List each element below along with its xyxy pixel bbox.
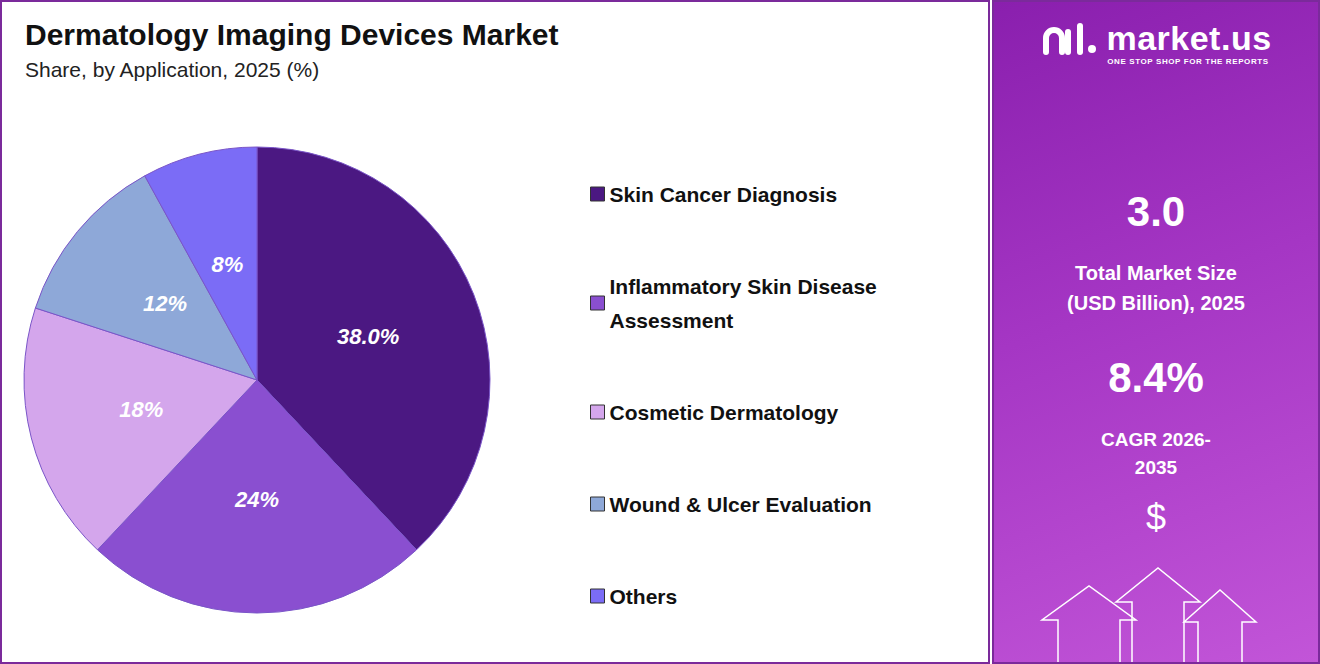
svg-text:12%: 12% xyxy=(143,291,187,316)
svg-text:8%: 8% xyxy=(211,252,243,277)
svg-text:38.0%: 38.0% xyxy=(337,324,399,349)
svg-text:Cosmetic Dermatology: Cosmetic Dermatology xyxy=(610,401,839,424)
html-text:3.0: 3.0 xyxy=(1126,188,1186,235)
svg-text:Inflammatory Skin Disease: Inflammatory Skin Disease xyxy=(610,275,883,298)
html-text:CAGR 2026-2035: CAGR 2026-2035 xyxy=(1101,429,1211,478)
svg-text:24%: 24% xyxy=(234,487,279,512)
svg-text:Share, by Application, 2025 (%: Share, by Application, 2025 (%) xyxy=(25,58,319,81)
svg-text:Skin Cancer Diagnosis: Skin Cancer Diagnosis xyxy=(610,183,838,206)
svg-text:Dermatology Imaging Devices Ma: Dermatology Imaging Devices Market xyxy=(25,18,559,51)
svg-text:Wound & Ulcer Evaluation: Wound & Ulcer Evaluation xyxy=(610,493,872,516)
svg-text:18%: 18% xyxy=(119,397,163,422)
html-text:market.us: market.us xyxy=(1106,19,1272,57)
html-text:Total Market Size (USD Billion: Total Market Size (USD Billion), 2025 xyxy=(1067,262,1245,314)
html-text:8.4%: 8.4% xyxy=(1108,354,1204,401)
html-text:ONE STOP SHOP FOR THE REPORTS: ONE STOP SHOP FOR THE REPORTS xyxy=(1107,57,1269,66)
svg-text:Others: Others xyxy=(610,585,678,608)
svg-text:Assessment: Assessment xyxy=(610,309,734,332)
